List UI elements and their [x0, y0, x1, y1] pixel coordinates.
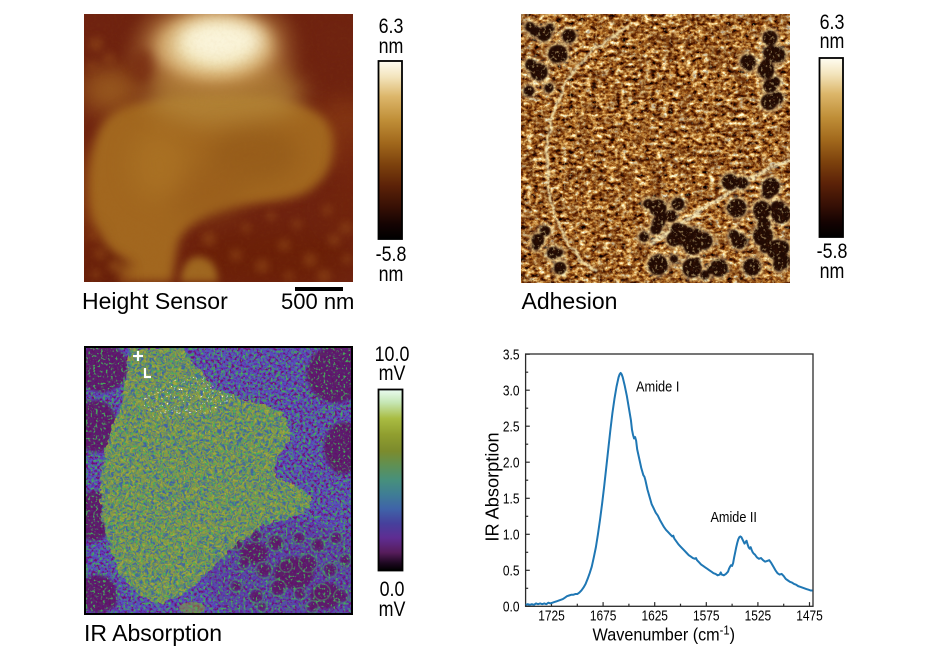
svg-text:1625: 1625: [641, 607, 668, 624]
svg-text:1.5: 1.5: [503, 490, 520, 507]
svg-text:3.0: 3.0: [503, 382, 520, 399]
svg-text:1475: 1475: [796, 607, 823, 624]
svg-text:0.5: 0.5: [503, 562, 520, 579]
svg-text:1575: 1575: [693, 607, 720, 624]
svg-text:2.0: 2.0: [503, 454, 520, 471]
svg-text:3.5: 3.5: [503, 346, 520, 363]
svg-text:IR Absorption: IR Absorption: [483, 432, 503, 541]
svg-text:1.0: 1.0: [503, 526, 520, 543]
svg-text:1675: 1675: [590, 607, 617, 624]
svg-text:Wavenumber (cm-1): Wavenumber (cm-1): [593, 623, 736, 645]
svg-text:2.5: 2.5: [503, 418, 520, 435]
svg-text:Amide I: Amide I: [636, 378, 679, 395]
svg-text:1725: 1725: [538, 607, 565, 624]
svg-text:Amide II: Amide II: [711, 509, 757, 526]
svg-text:0.0: 0.0: [503, 598, 520, 615]
svg-text:1525: 1525: [745, 607, 772, 624]
